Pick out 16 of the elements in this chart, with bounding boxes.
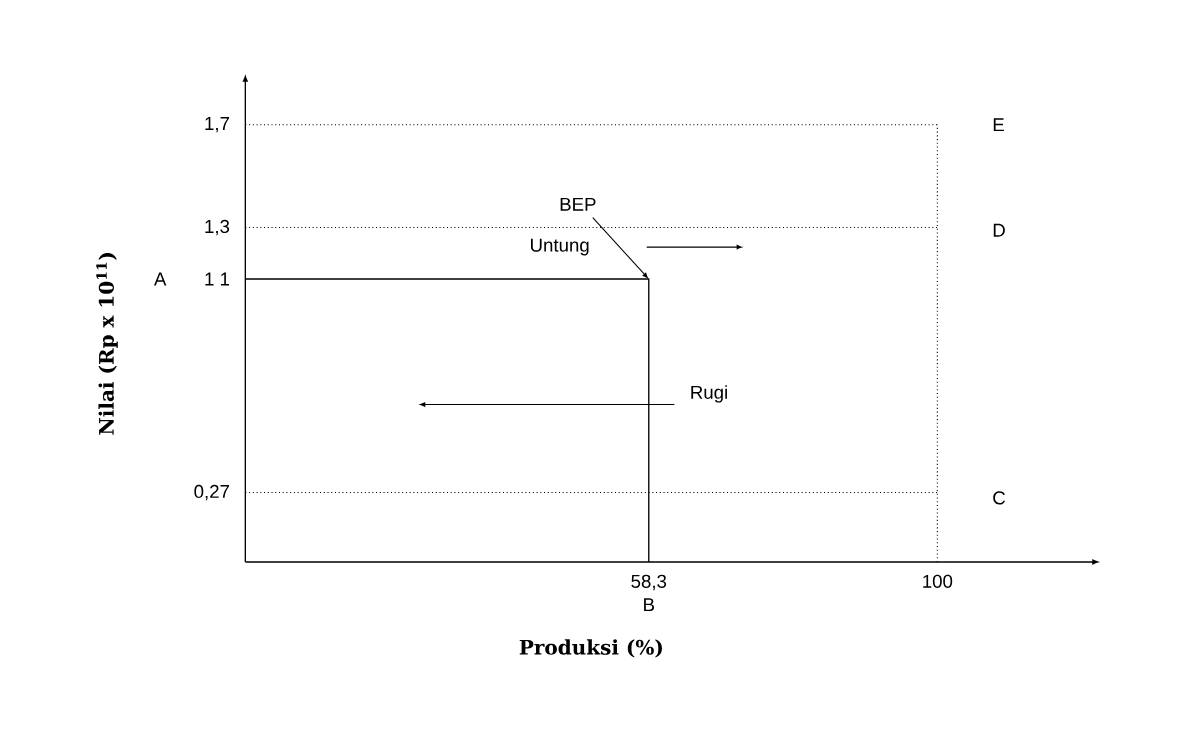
y-tick-label: 1 1 — [205, 272, 230, 286]
y-tick-label: 0,27 — [194, 484, 230, 501]
annotation: Untung — [530, 238, 589, 256]
text: D — [993, 223, 1005, 237]
text: B — [644, 598, 655, 612]
text: A — [154, 272, 167, 286]
x-tick-label: 100 — [923, 574, 953, 588]
y-tick-label: 1,7 — [205, 117, 230, 133]
x-tick-label: 58,3 — [631, 574, 667, 591]
y-axis-title: Nilai (Rp x 10$^{11}$) — [96, 253, 118, 435]
text: E — [993, 118, 1004, 132]
annotation: BEP — [560, 197, 596, 211]
annotation: Rugi — [691, 385, 727, 403]
text: C — [993, 491, 1006, 505]
y-tick-label: 1,3 — [205, 219, 230, 236]
x-axis-title: Produksi (%) — [519, 639, 662, 658]
